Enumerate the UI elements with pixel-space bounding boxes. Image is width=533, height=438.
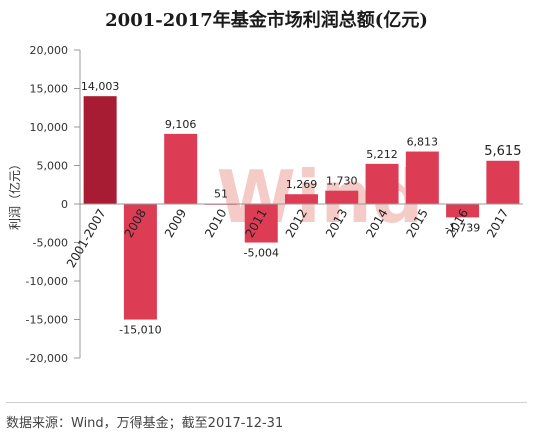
data-label: 5,615 xyxy=(484,144,521,159)
x-tick-label: 2009 xyxy=(162,207,189,240)
footer-divider xyxy=(6,402,527,403)
y-tick-label: 5,000 xyxy=(37,160,69,173)
y-tick-label: -10,000 xyxy=(26,275,68,288)
bar xyxy=(244,204,278,243)
bar xyxy=(486,160,520,204)
y-tick-label: 10,000 xyxy=(30,121,69,134)
x-tick-label: 2017 xyxy=(484,207,511,240)
bar xyxy=(123,204,157,320)
y-tick-label: -5,000 xyxy=(33,237,68,250)
y-tick-label: -15,000 xyxy=(26,314,68,327)
data-label: -5,004 xyxy=(243,247,278,260)
bar xyxy=(164,133,198,204)
y-tick-label: 0 xyxy=(61,198,68,211)
data-label: 9,106 xyxy=(165,118,197,131)
data-label: 51 xyxy=(214,188,228,201)
x-tick-label: 2001-2007 xyxy=(64,207,109,271)
y-axis-label: 利润（亿元） xyxy=(8,157,22,230)
data-label: 6,813 xyxy=(407,136,439,149)
y-tick-label: -20,000 xyxy=(26,352,68,365)
data-label: 14,003 xyxy=(81,80,120,93)
source-note: 数据来源：Wind，万得基金；截至2017-12-31 xyxy=(6,416,284,431)
bar xyxy=(446,204,480,218)
bar-chart: Wind -20,000-15,000-10,000-5,00005,00010… xyxy=(26,44,523,365)
y-tick-label: 20,000 xyxy=(30,44,69,57)
bar xyxy=(405,151,439,204)
data-label: -1,739 xyxy=(445,221,480,234)
bar xyxy=(83,96,117,204)
data-label: 1,269 xyxy=(286,178,318,191)
bar xyxy=(285,194,318,204)
chart-title: 2001-2017年基金市场利润总额(亿元) xyxy=(105,10,428,31)
y-tick-label: 15,000 xyxy=(30,83,69,96)
data-label: -15,010 xyxy=(119,324,161,337)
data-label: 1,730 xyxy=(326,175,358,188)
data-label: 5,212 xyxy=(366,148,398,161)
bar xyxy=(365,163,399,204)
bar xyxy=(325,190,359,204)
